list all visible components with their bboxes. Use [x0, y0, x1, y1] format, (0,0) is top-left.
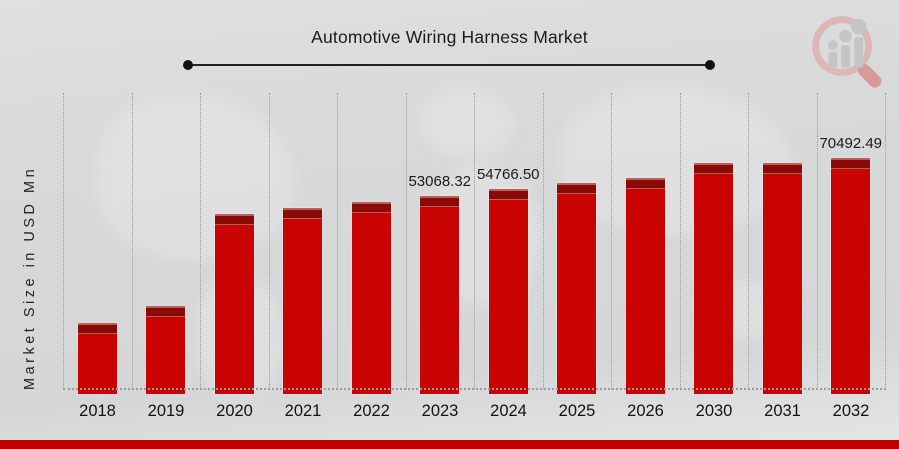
- bar-top-segment: [557, 183, 597, 194]
- data-label-2023: 53068.32: [408, 173, 472, 190]
- column-gridline: [63, 93, 64, 389]
- market-research-future-logo: [812, 16, 882, 88]
- x-tick-label-2022: 2022: [353, 402, 390, 420]
- column-gridline: [474, 93, 475, 389]
- column-gridline: [816, 93, 818, 389]
- column-gridline: [885, 93, 886, 389]
- bar-2031: [762, 163, 802, 394]
- bar-2032: [831, 158, 871, 394]
- bar-top-segment: [351, 202, 391, 213]
- bar-2023: [420, 196, 460, 394]
- column-gridline: [748, 93, 749, 389]
- column-gridline: [337, 93, 338, 389]
- bar-top-segment: [625, 178, 665, 189]
- x-tick-label-2019: 2019: [147, 402, 185, 420]
- x-tick-label-2023: 2023: [421, 402, 459, 420]
- bar-2024: [488, 189, 528, 394]
- bar-2021: [283, 208, 323, 394]
- bar-2025: [557, 183, 597, 394]
- page-title: Automotive Wiring Harness Market: [311, 27, 588, 47]
- column-gridline: [268, 93, 270, 389]
- column-gridline: [405, 93, 407, 389]
- bottom-accent-banner: [0, 440, 899, 449]
- world-map-watermark: [95, 95, 295, 260]
- x-tick-label-2030: 2030: [695, 402, 733, 420]
- x-tick-label-2021: 2021: [284, 402, 322, 420]
- bar-2026: [625, 178, 665, 394]
- data-label-2024: 54766.50: [476, 166, 540, 183]
- world-map-watermark: [420, 88, 515, 158]
- column-gridline: [200, 93, 201, 389]
- bar-top-segment: [488, 189, 528, 200]
- column-gridline: [679, 93, 681, 389]
- bar-top-segment: [762, 163, 802, 174]
- x-tick-label-2032: 2032: [832, 402, 870, 420]
- x-tick-label-2020: 2020: [216, 402, 253, 420]
- data-label-2032: 70492.49: [819, 135, 883, 152]
- x-tick-label-2025: 2025: [558, 402, 596, 420]
- bar-top-segment: [146, 306, 186, 317]
- bar-top-segment: [831, 158, 871, 169]
- bar-top-segment: [694, 163, 734, 174]
- bar-2030: [694, 163, 734, 394]
- x-tick-label-2018: 2018: [79, 402, 116, 420]
- ruler-endpoint-dot: [183, 60, 193, 70]
- bar-top-segment: [283, 208, 323, 219]
- y-axis-label: Market Size in USD Mn: [22, 165, 38, 390]
- x-tick-label-2026: 2026: [627, 402, 664, 420]
- bar-2019: [146, 306, 186, 394]
- column-gridline: [542, 93, 544, 389]
- x-tick-label-2024: 2024: [490, 402, 527, 420]
- column-gridline: [611, 93, 612, 389]
- x-tick-label-2031: 2031: [764, 402, 801, 420]
- bar-2022: [351, 202, 391, 394]
- bar-chart-glyph: [827, 18, 867, 68]
- column-gridline: [131, 93, 133, 389]
- bar-top-segment: [214, 214, 254, 225]
- bar-2020: [214, 214, 254, 394]
- bar-top-segment: [77, 323, 117, 334]
- x-axis-baseline: [63, 388, 886, 390]
- magnifier-icon: [812, 16, 882, 88]
- ruler-endpoint-dot: [705, 60, 715, 70]
- bar-top-segment: [420, 196, 460, 207]
- bar-2018: [77, 323, 117, 394]
- world-map-watermark: [560, 85, 790, 235]
- title-underline-ruler: [183, 60, 715, 70]
